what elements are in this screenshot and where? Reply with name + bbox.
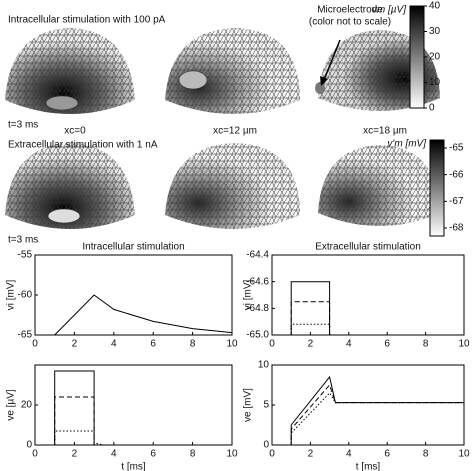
axes-box (271, 364, 465, 446)
x-tick-label: 4 (346, 449, 352, 460)
electrode (47, 208, 81, 224)
x-tick-label: 8 (423, 449, 429, 460)
y-axis-label: ve [mV] (243, 388, 254, 422)
line-series (35, 370, 232, 446)
y-tick-label: -65 (18, 330, 33, 341)
annotation: Microelectrode (317, 5, 383, 16)
electrode (178, 70, 208, 90)
electrode (315, 82, 325, 94)
y-tick-label: 0 (26, 440, 32, 451)
x-tick-label: 2 (308, 449, 314, 460)
y-tick-label: -65.0 (246, 330, 269, 341)
colorbar (429, 139, 445, 237)
row-label: Extracellular stimulation with 1 nA (8, 140, 158, 151)
chart-title: Extracellular stimulation (315, 242, 421, 253)
position-label: xc=0 (64, 126, 86, 137)
chart-title: Intracellular stimulation (82, 242, 184, 253)
x-tick-label: 6 (384, 339, 390, 350)
y-tick-label: -64.4 (246, 250, 269, 261)
mesh-dome (165, 143, 300, 229)
x-tick-label: 2 (308, 339, 314, 350)
colorbar-tick-label: 30 (429, 26, 441, 37)
colorbar-tick-label: 40 (429, 1, 441, 12)
line-series (272, 301, 464, 336)
y-tick-label: -60 (18, 290, 33, 301)
mesh-dome (165, 28, 300, 114)
x-tick-label: 8 (190, 339, 196, 350)
mesh-dome (5, 28, 135, 114)
electrode (45, 95, 79, 111)
colorbar-tick-label: 10 (429, 77, 441, 88)
x-tick-label: 10 (458, 449, 470, 460)
y-tick-label: -64.8 (246, 303, 269, 314)
colorbar-tick-label: -66 (449, 169, 464, 180)
x-tick-label: 0 (32, 339, 38, 350)
x-tick-label: 8 (423, 339, 429, 350)
x-tick-label: 6 (384, 449, 390, 460)
x-tick-label: 10 (226, 449, 238, 460)
colorbar-tick-label: -65 (449, 143, 464, 154)
time-label: t=3 ms (8, 235, 38, 246)
x-tick-label: 6 (150, 339, 156, 350)
x-tick-label: 2 (72, 339, 78, 350)
x-tick-label: 0 (32, 449, 38, 460)
y-axis-label: vi [mV] (243, 280, 254, 311)
x-axis-label: t [ms] (121, 462, 146, 471)
mesh-dome (318, 145, 440, 226)
x-tick-label: 4 (111, 339, 117, 350)
x-axis-label: t [ms] (356, 462, 381, 471)
x-tick-label: 2 (72, 449, 78, 460)
colorbar-label: vm [µV] (372, 5, 406, 16)
axes-box (34, 254, 233, 336)
x-tick-label: 6 (150, 449, 156, 460)
y-tick-label: 10 (258, 360, 270, 371)
y-axis-label: ve [µV] (6, 389, 17, 421)
x-tick-label: 4 (346, 339, 352, 350)
x-tick-label: 8 (190, 449, 196, 460)
colorbar-tick-label: 20 (429, 52, 441, 63)
arrow (323, 39, 341, 81)
colorbar-tick-label: -67 (449, 196, 464, 207)
colorbar-tick-label: 0 (429, 103, 435, 114)
x-tick-label: 10 (458, 339, 470, 350)
time-label: t=3 ms (8, 120, 38, 131)
axes-box (34, 364, 233, 446)
x-tick-label: 0 (269, 339, 275, 350)
y-tick-label: 0 (263, 440, 269, 451)
position-label: xc=12 µm (213, 126, 257, 137)
line-series (272, 375, 464, 446)
x-tick-label: 0 (269, 449, 275, 460)
y-tick-label: -64.6 (246, 276, 269, 287)
mesh-dome (5, 143, 135, 229)
line-series (272, 392, 464, 446)
y-tick-label: 20 (21, 400, 33, 411)
y-axis-label: vi [mV] (6, 280, 17, 311)
line-series (272, 323, 464, 336)
y-tick-label: -55 (18, 250, 33, 261)
x-tick-label: 10 (226, 339, 238, 350)
line-series (35, 396, 232, 446)
line-series (272, 281, 464, 336)
y-tick-label: 5 (263, 400, 269, 411)
line-series (272, 384, 464, 446)
colorbar (409, 5, 425, 109)
arrow-head (320, 76, 328, 86)
row-label: Intracellular stimulation with 100 pA (8, 15, 166, 26)
colorbar-label: v'm [mV] (387, 139, 426, 150)
position-label: xc=18 µm (363, 126, 407, 137)
line-series (35, 294, 233, 336)
axes-box (271, 254, 465, 336)
x-tick-label: 4 (111, 449, 117, 460)
line-series (35, 430, 232, 446)
colorbar-tick-label: -68 (449, 223, 464, 234)
annotation: (color not to scale) (309, 17, 391, 28)
